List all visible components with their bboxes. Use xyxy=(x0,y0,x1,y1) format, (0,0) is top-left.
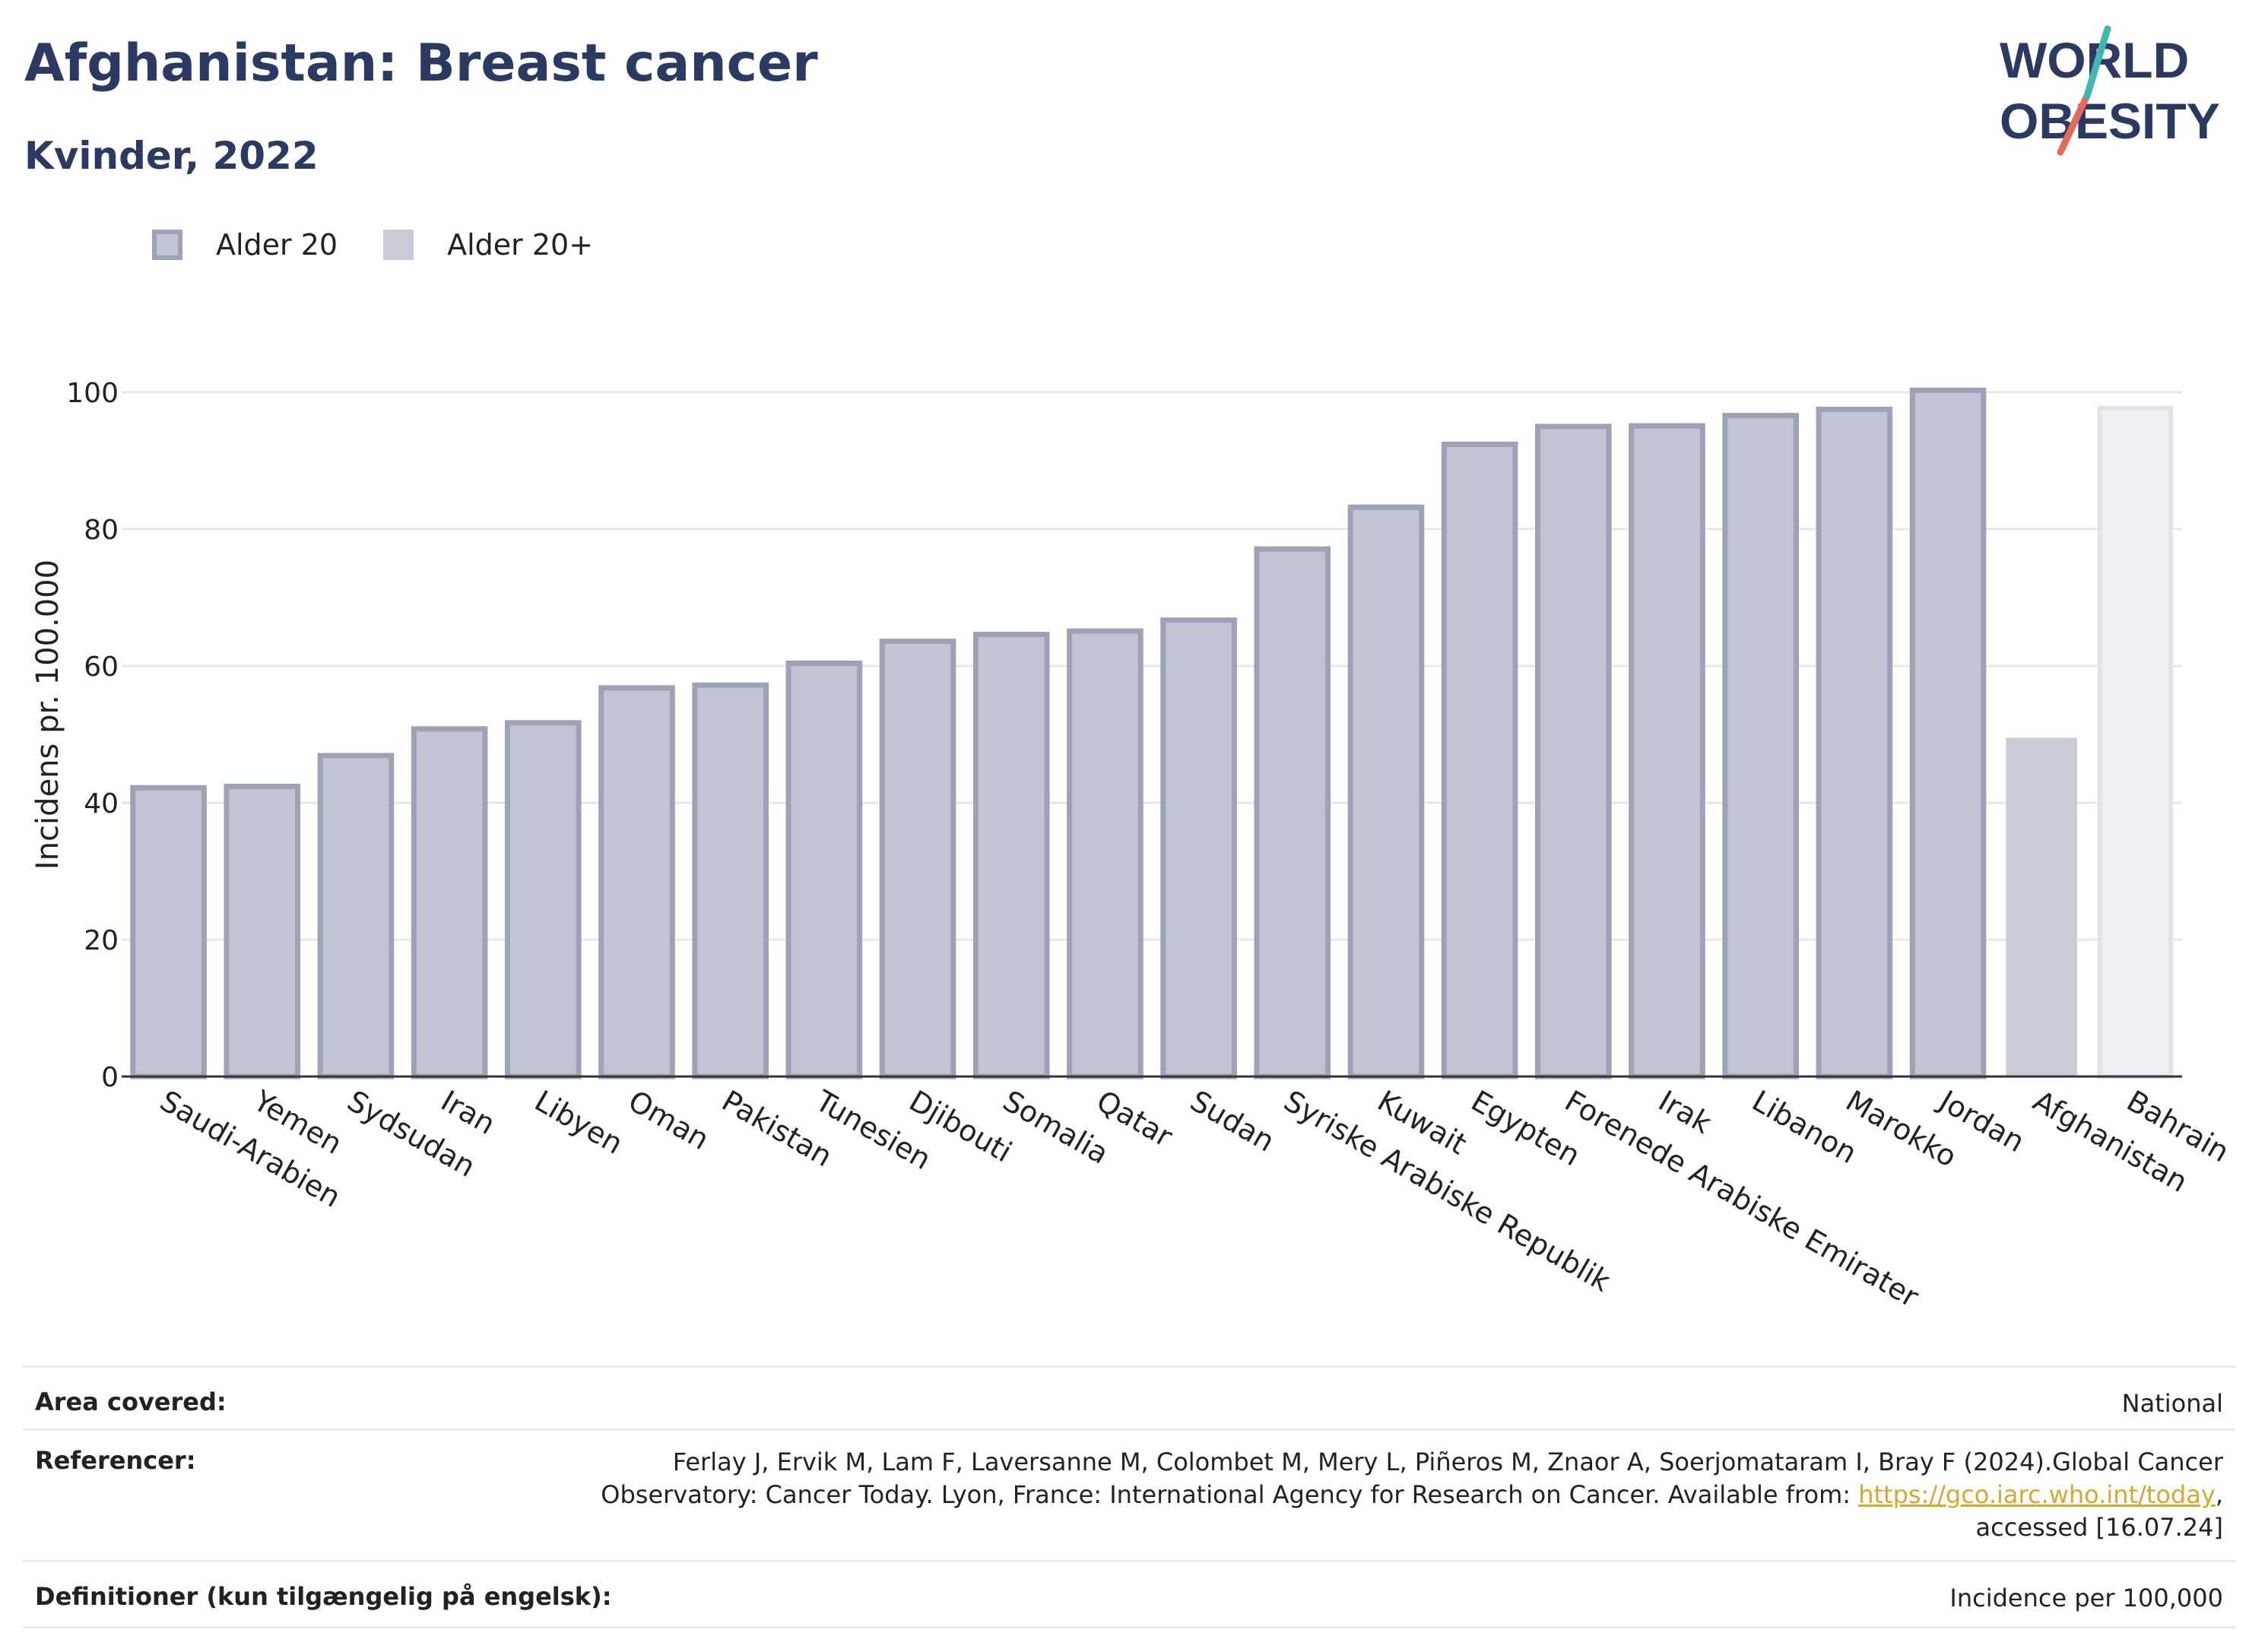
bar-sudan[interactable] xyxy=(1160,617,1237,1080)
x-tick-label: Libyen xyxy=(529,1084,629,1161)
x-tick-label: Sudan xyxy=(1185,1084,1280,1159)
legend-label-alder-20: Alder 20 xyxy=(216,228,338,262)
bar-afghanistan[interactable] xyxy=(2006,737,2078,1077)
references-text-1: Ferlay J, Ervik M, Lam F, Laversanne M, … xyxy=(672,1447,2223,1476)
bar-marokko[interactable] xyxy=(1816,407,1893,1080)
bars xyxy=(130,387,2174,1080)
references-text-3: , xyxy=(2215,1480,2223,1509)
bar-libyen[interactable] xyxy=(505,720,582,1080)
x-tick-label: Somalia xyxy=(998,1084,1115,1171)
info-row-area: Area covered: National xyxy=(23,1365,2235,1428)
y-axis-label: Incidens pr. 100.000 xyxy=(30,560,65,870)
bar-pakistan[interactable] xyxy=(692,682,769,1080)
legend-swatch-alder-20 xyxy=(152,230,182,260)
info-table: Area covered: National Referencer: Ferla… xyxy=(23,1365,2235,1628)
definitions-value: Incidence per 100,000 xyxy=(1949,1584,2223,1612)
x-tick-label: Iran xyxy=(436,1084,501,1141)
y-tick-label: 20 xyxy=(84,925,119,956)
references-label: Referencer: xyxy=(35,1446,196,1475)
y-tick-label: 60 xyxy=(84,652,119,683)
definitions-label: Definitioner (kun tilgængelig på engelsk… xyxy=(35,1582,612,1611)
bar-egypten[interactable] xyxy=(1441,441,1518,1080)
world-obesity-logo: WORLD OBESITY xyxy=(2000,25,2220,156)
references-value: Ferlay J, Ervik M, Lam F, Laversanne M, … xyxy=(601,1446,2223,1560)
bar-somalia[interactable] xyxy=(972,632,1050,1080)
y-tick-label: 80 xyxy=(84,515,119,546)
bar-jordan[interactable] xyxy=(1909,387,1987,1080)
y-tick-label: 100 xyxy=(66,378,119,409)
references-text-4: accessed [16.07.24] xyxy=(1975,1513,2223,1542)
info-row-references: Referencer: Ferlay J, Ervik M, Lam F, La… xyxy=(23,1428,2235,1560)
references-text-2: Observatory: Cancer Today. Lyon, France:… xyxy=(601,1480,1859,1509)
bar-qatar[interactable] xyxy=(1067,628,1144,1080)
bar-yemen[interactable] xyxy=(224,783,301,1080)
chart-subtitle: Kvinder, 2022 xyxy=(24,134,319,178)
references-link[interactable]: https://gco.iarc.who.int/today xyxy=(1858,1480,2216,1509)
legend-swatch-alder-20-plus xyxy=(383,230,414,260)
x-tick-label: Libanon xyxy=(1746,1084,1862,1170)
legend-item-alder-20[interactable]: Alder 20 xyxy=(152,228,338,262)
bar-libanon[interactable] xyxy=(1722,413,1799,1080)
bar-syriske-arabiske-republik[interactable] xyxy=(1254,546,1331,1080)
info-row-definitions: Definitioner (kun tilgængelig på engelsk… xyxy=(23,1560,2235,1628)
x-tick-label: Irak xyxy=(1653,1084,1717,1140)
bar-saudi-arabien[interactable] xyxy=(130,785,207,1080)
area-covered-label: Area covered: xyxy=(35,1387,227,1416)
bar-bahrain[interactable] xyxy=(2097,405,2174,1079)
bar-irak[interactable] xyxy=(1629,423,1705,1080)
bar-kuwait[interactable] xyxy=(1347,504,1425,1080)
x-tick-label: Oman xyxy=(623,1084,715,1156)
svg-text:OBESITY: OBESITY xyxy=(2000,93,2220,149)
chart-legend: Alder 20 Alder 20+ xyxy=(152,228,639,262)
legend-item-alder-20-plus[interactable]: Alder 20+ xyxy=(383,228,593,262)
bar-oman[interactable] xyxy=(598,685,675,1080)
chart-title: Afghanistan: Breast cancer xyxy=(24,33,818,94)
bar-tunesien[interactable] xyxy=(785,660,863,1080)
bar-chart: 020406080100Saudi-ArabienYemenSydsudanIr… xyxy=(30,378,2235,1314)
bar-sydsudan[interactable] xyxy=(317,753,395,1080)
bar-iran[interactable] xyxy=(411,726,488,1080)
y-tick-label: 40 xyxy=(84,788,119,820)
bar-forenede-arabiske-emirater[interactable] xyxy=(1535,423,1612,1080)
legend-label-alder-20-plus: Alder 20+ xyxy=(447,228,594,262)
bar-djibouti[interactable] xyxy=(879,639,956,1080)
area-covered-value: National xyxy=(2121,1389,2223,1418)
y-tick-label: 0 xyxy=(101,1062,119,1093)
